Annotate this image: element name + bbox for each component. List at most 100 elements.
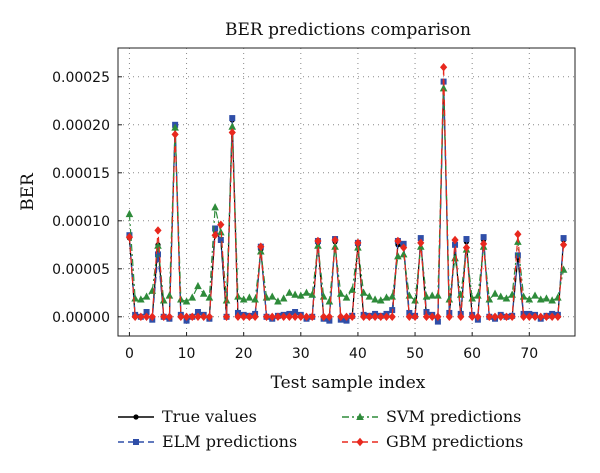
data-point <box>480 234 487 241</box>
data-point <box>319 292 328 300</box>
data-point <box>125 209 134 218</box>
data-point <box>508 312 516 321</box>
data-point <box>268 312 276 321</box>
data-point <box>514 252 521 259</box>
legend-item: ELM predictions <box>118 432 297 451</box>
data-point <box>388 312 396 321</box>
data-point <box>188 293 197 301</box>
data-point <box>525 312 533 321</box>
data-point <box>342 293 351 301</box>
data-point <box>137 295 145 303</box>
y-tick-label: 0.00015 <box>52 166 110 182</box>
data-point <box>382 312 391 321</box>
data-point <box>417 235 424 242</box>
x-tick-label: 10 <box>178 346 196 362</box>
data-point <box>502 294 511 302</box>
data-point <box>245 312 253 321</box>
data-point <box>160 312 168 321</box>
data-point <box>434 318 441 325</box>
data-point <box>302 288 311 296</box>
data-point <box>411 312 419 321</box>
legend-marker <box>356 412 364 420</box>
data-point <box>514 230 522 239</box>
data-point <box>291 290 299 298</box>
data-point <box>257 242 265 251</box>
data-point <box>251 295 259 303</box>
x-tick-label: 20 <box>235 346 253 362</box>
series-line <box>128 88 565 303</box>
data-point <box>251 312 259 321</box>
data-point <box>502 312 511 321</box>
data-point <box>542 312 551 321</box>
data-point <box>342 312 351 321</box>
data-point <box>234 312 242 321</box>
data-point <box>194 309 201 315</box>
x-tick-label: 30 <box>292 346 310 362</box>
data-point <box>376 296 385 304</box>
data-point <box>439 84 448 92</box>
data-point <box>297 291 305 299</box>
data-point <box>142 312 151 321</box>
legend-label: True values <box>162 407 257 426</box>
data-point <box>229 115 236 122</box>
x-axis-label: Test sample index <box>271 373 426 393</box>
x-tick-label: 0 <box>125 346 134 362</box>
data-point <box>399 250 408 258</box>
data-point <box>274 297 282 305</box>
data-point <box>308 290 317 298</box>
data-point <box>240 312 248 321</box>
data-point <box>182 312 191 321</box>
data-point <box>463 236 470 243</box>
data-point <box>554 293 562 301</box>
data-point <box>165 291 174 299</box>
data-point <box>400 243 408 252</box>
data-point <box>382 293 391 301</box>
data-point <box>365 312 373 321</box>
data-point <box>285 288 294 296</box>
legend-label: GBM predictions <box>386 432 523 451</box>
legend-item: True values <box>118 407 257 426</box>
data-point <box>491 312 499 321</box>
data-point <box>474 291 482 299</box>
data-point <box>325 297 334 305</box>
data-point <box>496 292 505 300</box>
data-point <box>394 236 402 246</box>
data-point <box>200 312 208 321</box>
legend-item: GBM predictions <box>342 432 523 451</box>
data-point <box>440 63 448 72</box>
data-point <box>142 292 151 300</box>
data-point <box>182 297 191 305</box>
legend-marker <box>356 437 364 447</box>
data-point <box>497 312 505 321</box>
data-point <box>371 295 379 303</box>
data-point <box>536 295 545 303</box>
data-point <box>428 291 436 299</box>
data-point <box>485 312 493 321</box>
data-point <box>212 225 219 232</box>
data-point <box>217 220 225 229</box>
grid <box>118 48 575 336</box>
data-point <box>211 203 219 211</box>
data-point <box>445 312 453 321</box>
data-point <box>405 291 414 299</box>
data-point <box>228 128 236 137</box>
data-point <box>531 291 539 299</box>
data-point <box>194 281 202 290</box>
data-point <box>194 312 202 321</box>
data-point <box>491 289 499 297</box>
y-tick-label: 0.00020 <box>52 118 110 134</box>
data-point <box>143 309 150 315</box>
data-point <box>411 296 419 304</box>
data-point <box>405 312 413 321</box>
data-point <box>228 122 237 130</box>
data-point <box>325 312 333 321</box>
data-point <box>434 291 442 299</box>
data-point <box>131 312 139 321</box>
y-ticks: 0.00000 0.00005 0.00010 0.00015 0.00020 0.000… <box>52 70 122 326</box>
data-point <box>422 312 431 321</box>
data-point <box>457 312 465 321</box>
data-point <box>559 240 568 249</box>
legend: True values ELM predictions SVM prediction… <box>118 407 523 451</box>
series-layer <box>125 63 568 325</box>
